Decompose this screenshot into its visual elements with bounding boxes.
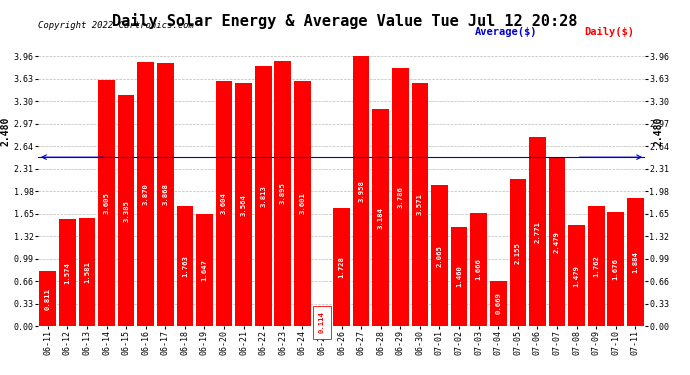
Bar: [255, 66, 272, 326]
Bar: [588, 206, 604, 326]
Bar: [137, 62, 154, 326]
Bar: [392, 68, 408, 326]
Text: 1.762: 1.762: [593, 255, 599, 277]
Text: 1.574: 1.574: [64, 262, 70, 284]
Bar: [216, 81, 233, 326]
Text: 0.669: 0.669: [495, 292, 501, 314]
Text: 0.811: 0.811: [45, 288, 51, 309]
Text: 3.605: 3.605: [104, 192, 110, 214]
Text: 1.479: 1.479: [573, 265, 580, 287]
Text: Daily Solar Energy & Average Value Tue Jul 12 20:28: Daily Solar Energy & Average Value Tue J…: [112, 13, 578, 29]
Text: 1.763: 1.763: [182, 255, 188, 277]
Bar: [490, 280, 506, 326]
Bar: [471, 213, 487, 326]
Bar: [275, 61, 291, 326]
Text: 1.676: 1.676: [613, 258, 619, 280]
Bar: [509, 179, 526, 326]
Bar: [353, 56, 369, 326]
Text: 1.666: 1.666: [475, 258, 482, 280]
Text: 2.480: 2.480: [1, 117, 10, 146]
Text: Daily($): Daily($): [584, 27, 634, 38]
Bar: [333, 209, 350, 326]
Text: 3.868: 3.868: [162, 183, 168, 206]
Text: 3.571: 3.571: [417, 194, 423, 216]
Text: Average($): Average($): [475, 27, 538, 38]
Bar: [627, 198, 644, 326]
Bar: [373, 109, 389, 326]
Bar: [235, 83, 252, 326]
Text: 1.647: 1.647: [201, 259, 208, 281]
Bar: [451, 227, 467, 326]
Bar: [39, 271, 56, 326]
Bar: [411, 83, 428, 326]
Bar: [431, 186, 448, 326]
Bar: [157, 63, 174, 326]
Text: 3.786: 3.786: [397, 186, 404, 208]
Text: 1.884: 1.884: [632, 251, 638, 273]
Text: 3.385: 3.385: [123, 200, 129, 222]
Text: 3.813: 3.813: [260, 185, 266, 207]
Text: 2.771: 2.771: [535, 221, 540, 243]
Bar: [549, 157, 565, 326]
Text: 2.480: 2.480: [654, 117, 664, 146]
Bar: [569, 225, 585, 326]
Bar: [79, 219, 95, 326]
Text: 3.895: 3.895: [279, 183, 286, 204]
Bar: [294, 81, 310, 326]
Text: 2.065: 2.065: [437, 245, 442, 267]
Text: 3.604: 3.604: [221, 192, 227, 214]
Text: 3.601: 3.601: [299, 192, 306, 214]
Text: 2.155: 2.155: [515, 242, 521, 264]
Bar: [314, 318, 331, 326]
Bar: [196, 214, 213, 326]
Text: 3.870: 3.870: [143, 183, 148, 205]
Text: 1.581: 1.581: [84, 261, 90, 283]
Bar: [59, 219, 76, 326]
Text: 3.564: 3.564: [241, 194, 246, 216]
Bar: [118, 96, 135, 326]
Text: 3.184: 3.184: [377, 207, 384, 229]
Bar: [177, 206, 193, 326]
Text: 3.958: 3.958: [358, 180, 364, 202]
Text: 1.728: 1.728: [339, 256, 344, 278]
Bar: [98, 81, 115, 326]
Bar: [529, 137, 546, 326]
Text: 1.460: 1.460: [456, 266, 462, 287]
Text: Copyright 2022 Cartronics.com: Copyright 2022 Cartronics.com: [38, 21, 194, 30]
Bar: [607, 212, 624, 326]
Text: 2.479: 2.479: [554, 231, 560, 253]
Text: 0.114: 0.114: [319, 311, 325, 333]
